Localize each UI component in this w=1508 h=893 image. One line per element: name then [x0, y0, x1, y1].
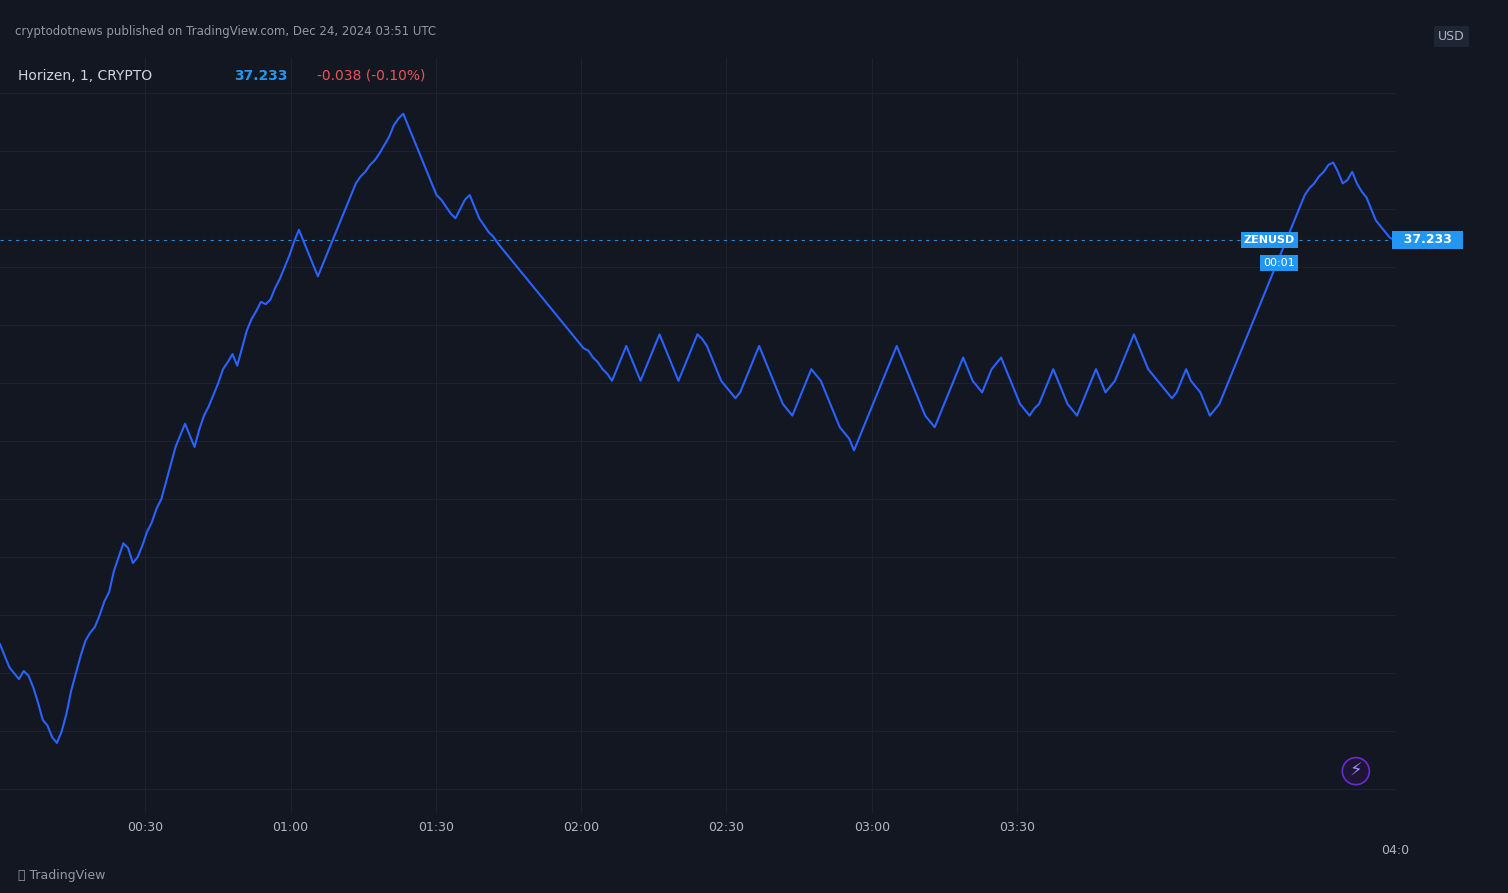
Text: 37.233: 37.233 [234, 69, 287, 83]
Text: Horizen, 1, CRYPTO: Horizen, 1, CRYPTO [18, 69, 152, 83]
Text: 04:0: 04:0 [1381, 844, 1408, 857]
Text: ⚡: ⚡ [1350, 762, 1362, 780]
Text: ⧗ TradingView: ⧗ TradingView [18, 869, 106, 881]
Text: 37.233: 37.233 [1395, 233, 1461, 246]
Text: cryptodotnews published on TradingView.com, Dec 24, 2024 03:51 UTC: cryptodotnews published on TradingView.c… [15, 25, 436, 38]
Text: -0.038 (-0.10%): -0.038 (-0.10%) [317, 69, 425, 83]
Text: ZENUSD: ZENUSD [1244, 235, 1295, 245]
Text: USD: USD [1439, 30, 1464, 43]
Text: 00:01: 00:01 [1264, 258, 1295, 268]
